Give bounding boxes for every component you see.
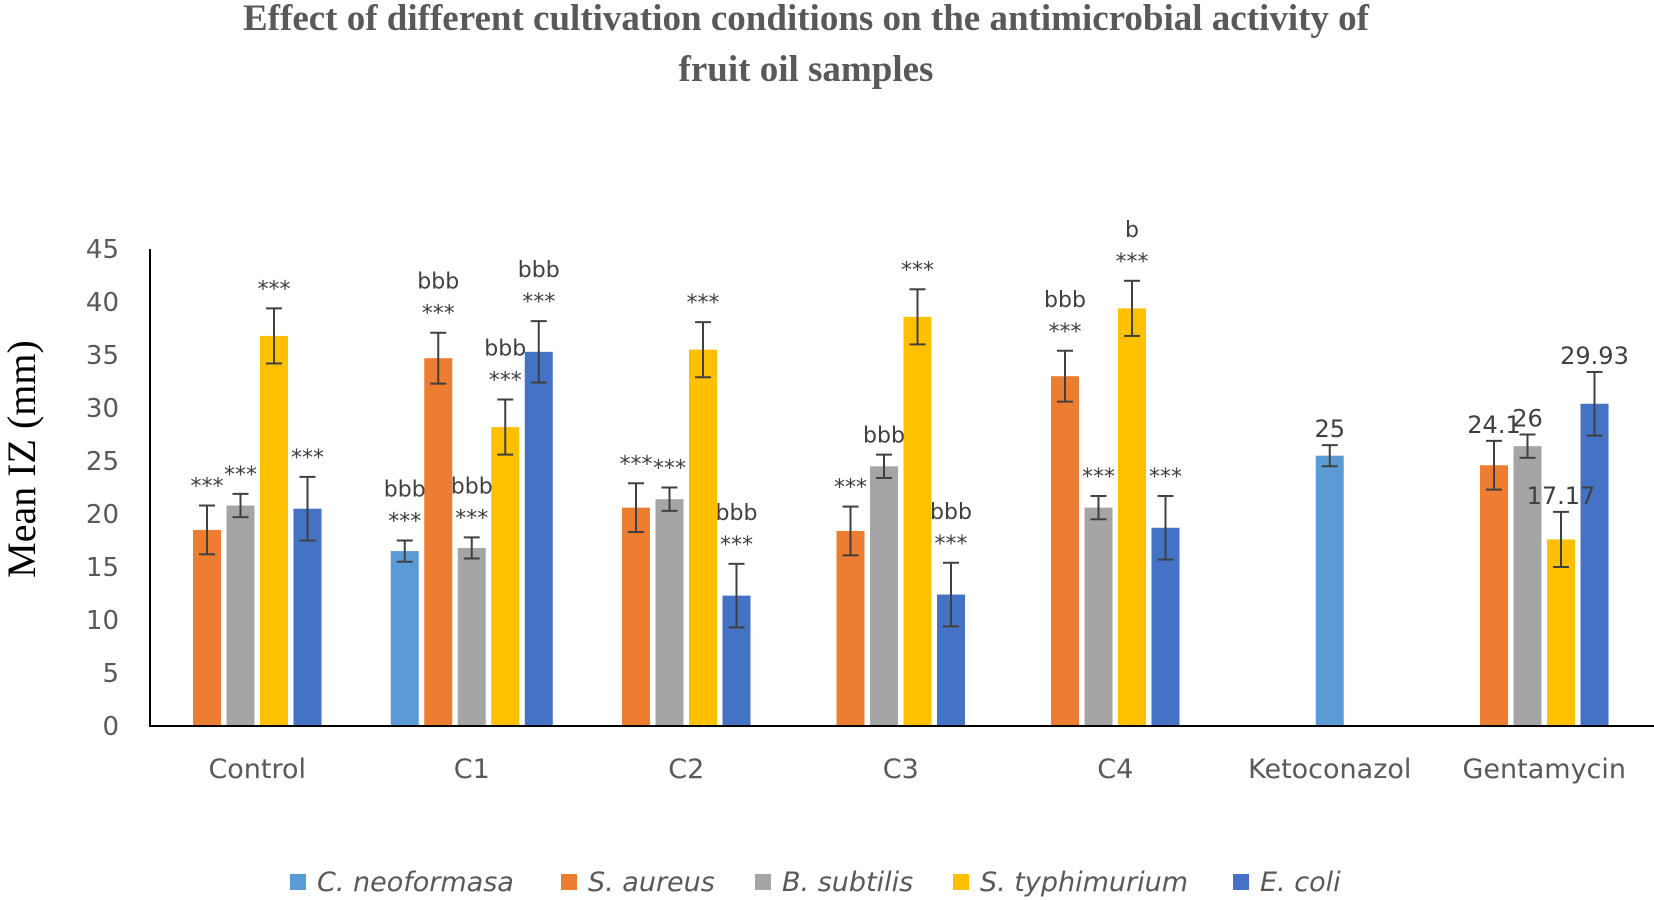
x-category-c1: C1 bbox=[454, 754, 490, 785]
bar-c-neoformasa-ketoconazol bbox=[1315, 455, 1344, 726]
annotation-s-aureus-c1-1: bbb bbox=[417, 270, 459, 295]
annotation-e-coli-c1-2: *** bbox=[522, 290, 555, 315]
annotation-s-aureus-c4-1: bbb bbox=[1044, 288, 1086, 313]
annotation-e-coli-control-1: *** bbox=[291, 446, 324, 471]
bar-s-typhimurium-c1 bbox=[491, 427, 520, 726]
bar-c-neoformasa-c1 bbox=[390, 551, 419, 726]
annotation-s-typhimurium-c1-1: bbb bbox=[484, 337, 526, 362]
bar-b-subtilis-c3 bbox=[870, 466, 898, 726]
legend-label-b-subtilis: B. subtilis bbox=[782, 867, 913, 898]
annotation-b-subtilis-c4-1: *** bbox=[1082, 465, 1115, 490]
annotation-e-coli-c3-2: *** bbox=[935, 532, 968, 557]
annotation-s-typhimurium-c4-1: b bbox=[1125, 218, 1139, 243]
y-tick-30: 30 bbox=[86, 394, 119, 424]
bar-s-typhimurium-gentamycin bbox=[1547, 539, 1575, 726]
legend-swatch-s-aureus bbox=[561, 874, 577, 890]
y-tick-45: 45 bbox=[86, 235, 119, 265]
annotation-b-subtilis-control-1: *** bbox=[224, 463, 257, 488]
annotation-b-subtilis-c1-1: bbb bbox=[451, 474, 493, 499]
bar-e-coli-c4 bbox=[1151, 527, 1180, 726]
chart-title-line-2: fruit oil samples bbox=[679, 49, 934, 90]
data-label-s-typhimurium-gentamycin: 17.17 bbox=[1527, 482, 1596, 510]
bar-s-aureus-c1 bbox=[424, 358, 453, 726]
legend-label-s-aureus: S. aureus bbox=[588, 867, 715, 898]
bar-e-coli-gentamycin bbox=[1580, 403, 1609, 726]
bar-s-aureus-c4 bbox=[1051, 376, 1079, 726]
data-label-s-aureus-gentamycin: 24.1 bbox=[1467, 411, 1520, 439]
x-category-gentamycin: Gentamycin bbox=[1462, 754, 1626, 785]
legend: C. neoformasa S. aureus B. subtilis S. typh… bbox=[290, 867, 1341, 898]
bars bbox=[193, 308, 1609, 726]
legend-swatch-b-subtilis bbox=[755, 874, 771, 890]
x-category-c2: C2 bbox=[668, 754, 704, 785]
annotation-e-coli-c4-1: *** bbox=[1149, 465, 1182, 490]
legend-swatch-c-neoformasa bbox=[290, 874, 306, 890]
annotation-s-typhimurium-c3-1: *** bbox=[901, 258, 934, 283]
data-labels: 25 24.126 17.17 29.93 bbox=[1314, 342, 1628, 510]
annotation-s-aureus-control-1: *** bbox=[191, 475, 224, 500]
annotation-b-subtilis-c1-2: *** bbox=[455, 506, 488, 531]
bar-s-typhimurium-c4 bbox=[1118, 308, 1146, 726]
bar-s-typhimurium-control bbox=[260, 335, 288, 726]
bar-s-aureus-c3 bbox=[836, 530, 865, 726]
y-tick-20: 20 bbox=[86, 500, 119, 530]
legend-swatch-s-typhimurium bbox=[953, 874, 969, 890]
annotation-b-subtilis-c3-1: bbb bbox=[863, 424, 905, 449]
bar-b-subtilis-gentamycin bbox=[1513, 446, 1542, 726]
legend-label-s-typhimurium: S. typhimurium bbox=[980, 867, 1188, 898]
x-category-c4: C4 bbox=[1097, 754, 1133, 785]
data-label-b-subtilis-gentamycin: 26 bbox=[1512, 405, 1543, 433]
bar-s-typhimurium-c2 bbox=[689, 349, 717, 726]
significance-annotations: *** *********bbb***bbb***bbb***bbb***bbb*… bbox=[191, 218, 1183, 558]
annotation-s-aureus-c2-1: *** bbox=[620, 452, 653, 477]
data-label-e-coli-gentamycin: 29.93 bbox=[1560, 342, 1629, 370]
x-category-c3: C3 bbox=[883, 754, 919, 785]
y-tick-5: 5 bbox=[102, 659, 119, 689]
y-axis-ticks: 0 5 10 15 20 25 30 35 40 45 bbox=[86, 235, 119, 742]
annotation-s-typhimurium-c1-2: *** bbox=[489, 369, 522, 394]
bar-s-aureus-c2 bbox=[622, 507, 650, 726]
annotation-s-typhimurium-c4-2: *** bbox=[1116, 250, 1149, 275]
bar-b-subtilis-c2 bbox=[655, 499, 684, 726]
bar-s-typhimurium-c3 bbox=[903, 316, 932, 726]
annotation-s-typhimurium-control-1: *** bbox=[258, 277, 291, 302]
error-bars bbox=[199, 279, 1603, 629]
y-tick-35: 35 bbox=[86, 341, 119, 371]
legend-label-c-neoformasa: C. neoformasa bbox=[317, 867, 514, 898]
bar-s-aureus-control bbox=[193, 529, 221, 726]
y-tick-10: 10 bbox=[86, 606, 119, 636]
annotation-e-coli-c3-1: bbb bbox=[930, 500, 972, 525]
annotation-s-aureus-c4-2: *** bbox=[1049, 320, 1082, 345]
y-tick-25: 25 bbox=[86, 447, 119, 477]
x-axis-categories: Control C1 C2 C3 C4 Ketoconazol Gentamycin bbox=[208, 754, 1626, 785]
x-category-control: Control bbox=[208, 754, 306, 785]
bar-s-aureus-gentamycin bbox=[1480, 465, 1508, 726]
data-label-c-neoformasa-ketoconazol: 25 bbox=[1314, 415, 1345, 443]
annotation-s-aureus-c1-2: *** bbox=[422, 302, 455, 327]
annotation-s-aureus-c3-1: *** bbox=[834, 476, 867, 501]
bar-e-coli-control bbox=[293, 508, 322, 726]
bar-b-subtilis-c4 bbox=[1084, 507, 1113, 726]
chart-title-line-1: Effect of different cultivation conditio… bbox=[243, 0, 1370, 39]
annotation-e-coli-c1-1: bbb bbox=[518, 258, 560, 283]
y-tick-40: 40 bbox=[86, 288, 119, 318]
annotation-s-typhimurium-c2-1: *** bbox=[687, 291, 720, 316]
bar-e-coli-c1 bbox=[524, 351, 553, 726]
y-axis-label: Mean IZ (mm) bbox=[0, 340, 44, 578]
annotation-e-coli-c2-1: bbb bbox=[716, 501, 758, 526]
y-tick-0: 0 bbox=[102, 712, 119, 742]
legend-swatch-e-coli bbox=[1233, 874, 1249, 890]
annotation-e-coli-c2-2: *** bbox=[720, 533, 753, 558]
annotation-b-subtilis-c2-1: *** bbox=[653, 457, 686, 482]
x-category-ketoconazol: Ketoconazol bbox=[1248, 754, 1411, 785]
y-tick-15: 15 bbox=[86, 553, 119, 583]
annotation-c-neoformasa-c1-2: *** bbox=[388, 510, 421, 535]
annotation-c-neoformasa-c1-1: bbb bbox=[384, 478, 426, 503]
bar-b-subtilis-control bbox=[226, 505, 255, 726]
legend-label-e-coli: E. coli bbox=[1260, 867, 1341, 898]
bar-b-subtilis-c1 bbox=[457, 547, 486, 726]
